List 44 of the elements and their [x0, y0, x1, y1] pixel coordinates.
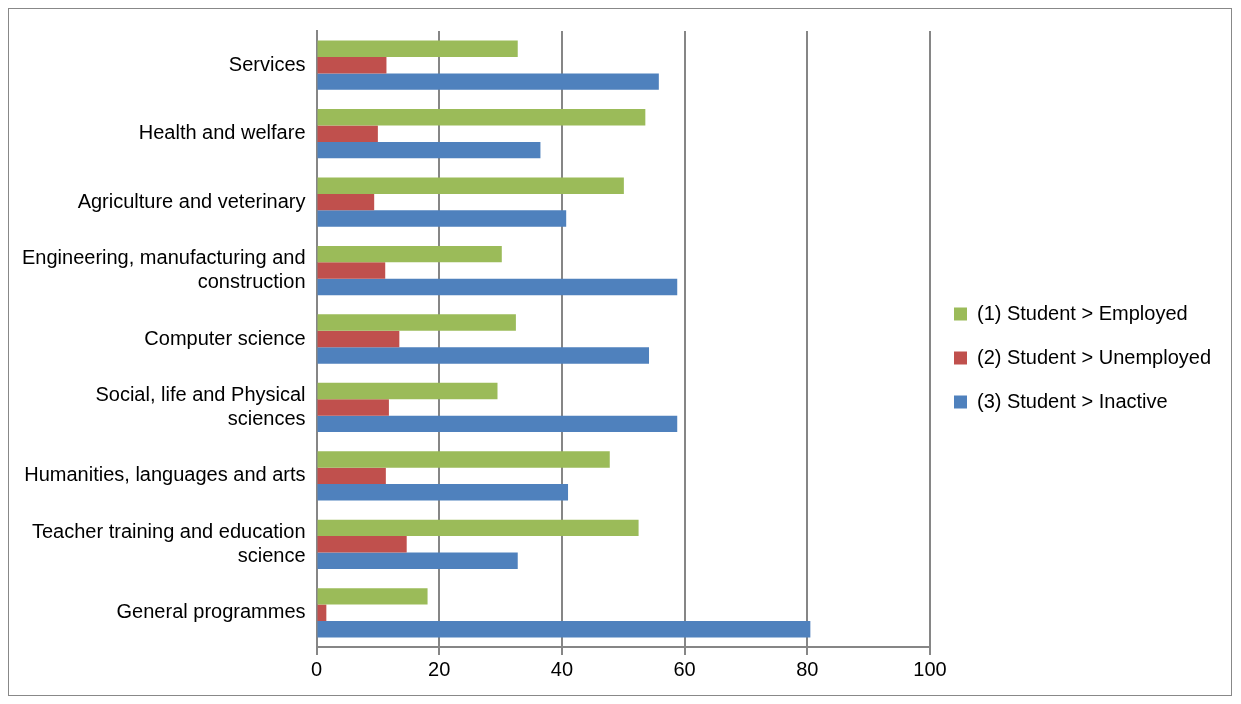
bar	[317, 125, 378, 142]
bar	[317, 73, 659, 90]
y-tick-label: Engineering, manufacturing and construction	[21, 246, 306, 293]
y-tick-label: Social, life and Physical sciences	[95, 382, 306, 429]
bar	[317, 552, 518, 569]
x-tick-label: 0	[310, 657, 323, 680]
bar	[317, 193, 375, 211]
y-tick-label: Services	[228, 52, 306, 75]
bar	[317, 278, 678, 296]
x-tick-label: 40	[550, 657, 574, 680]
bar	[317, 620, 811, 638]
legend-label: (1) Student > Employed	[976, 301, 1188, 324]
bar	[317, 399, 389, 416]
legend-label: (3) Student > Inactive	[976, 389, 1168, 412]
bar	[317, 347, 650, 364]
bar	[317, 382, 498, 400]
bar	[317, 262, 386, 279]
bar	[317, 451, 610, 468]
y-tick-label: Agriculture and veterinary	[77, 189, 306, 212]
bar	[317, 519, 639, 537]
bar	[317, 177, 624, 194]
x-tick-label: 100	[913, 657, 947, 680]
bar	[317, 141, 541, 159]
bar	[317, 40, 518, 58]
y-tick-label: Health and welfare	[138, 121, 306, 144]
bar	[317, 330, 400, 348]
bar	[317, 536, 407, 553]
x-tick-label: 20	[428, 657, 451, 680]
y-tick-label: General programmes	[116, 600, 306, 623]
bar	[317, 109, 646, 126]
bar	[317, 467, 386, 485]
x-tick-label: 60	[673, 657, 696, 680]
bar	[317, 588, 428, 605]
y-tick-label: Humanities, languages and arts	[24, 463, 306, 486]
y-tick-label: Computer science	[144, 326, 306, 349]
bar	[317, 415, 678, 433]
bar	[317, 210, 567, 227]
bar	[317, 245, 502, 263]
legend-label: (2) Student > Unemployed	[976, 345, 1212, 368]
x-tick-label: 80	[796, 657, 819, 680]
y-tick-label: Teacher training and education science	[31, 519, 306, 566]
bar	[317, 314, 516, 331]
bar	[317, 484, 569, 501]
bar	[317, 57, 387, 74]
